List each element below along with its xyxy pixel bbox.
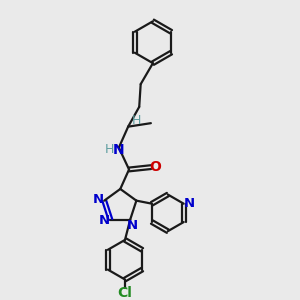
Text: N: N [183, 197, 194, 210]
Text: H: H [132, 114, 141, 127]
Text: N: N [127, 219, 138, 232]
Text: N: N [92, 193, 104, 206]
Text: N: N [98, 214, 110, 227]
Text: H: H [105, 143, 114, 157]
Text: O: O [149, 160, 161, 174]
Text: Cl: Cl [118, 286, 132, 300]
Text: N: N [112, 143, 124, 157]
